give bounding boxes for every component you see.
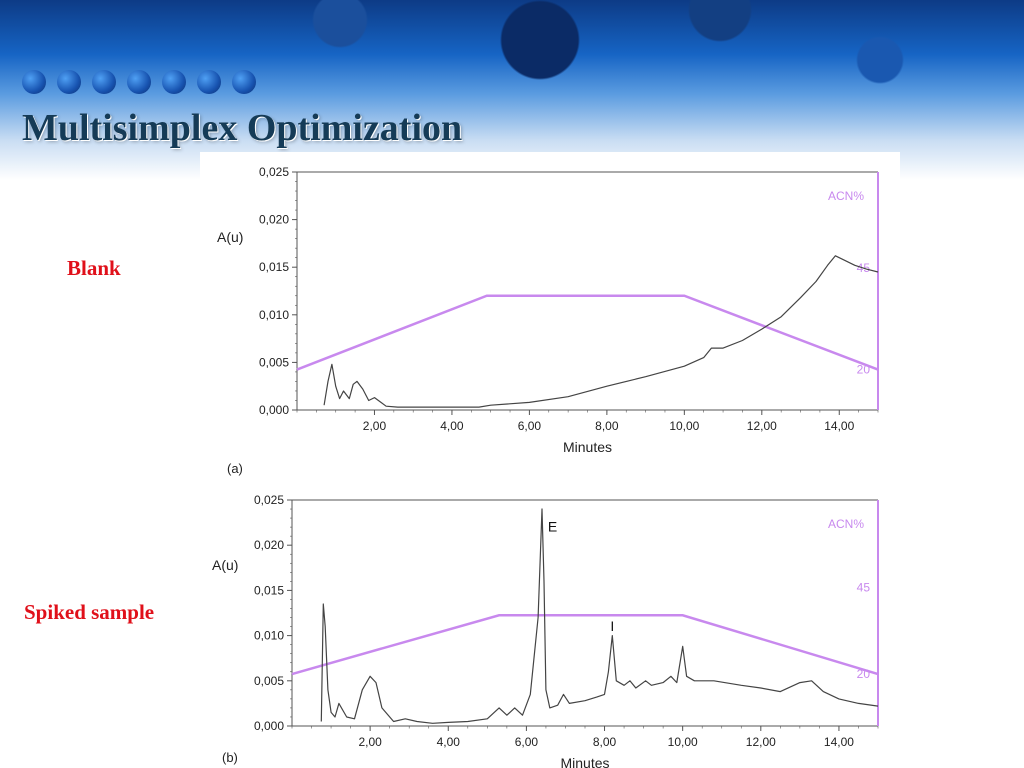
- spiked-sample-label: Spiked sample: [24, 600, 155, 624]
- panel-label: (a): [227, 461, 243, 476]
- x-tick-label: 10,00: [669, 419, 699, 433]
- x-tick-label: 12,00: [747, 419, 777, 433]
- y-tick-label: 0,025: [259, 165, 289, 179]
- y-tick-label: 0,005: [254, 674, 284, 688]
- y-tick-label: 0,025: [254, 493, 284, 507]
- chromatogram-trace: [320, 508, 879, 724]
- y-tick-label: 0,005: [259, 355, 289, 369]
- y-tick-label: 0,020: [259, 213, 289, 227]
- x-tick-label: 8,00: [595, 419, 619, 433]
- y-tick-label: 0,015: [259, 260, 289, 274]
- x-tick-label: 4,00: [437, 735, 461, 749]
- bullet-dot-icon: [232, 70, 256, 94]
- peak-annotation: I: [610, 618, 614, 634]
- x-tick-label: 6,00: [515, 735, 539, 749]
- slide-title: Multisimplex Optimization: [22, 107, 463, 149]
- acn-axis-title: ACN%: [828, 189, 864, 203]
- acn-gradient-line: [296, 294, 879, 371]
- bullet-dot-icon: [197, 70, 221, 94]
- peak-annotation: E: [548, 519, 557, 535]
- decorative-dots: [22, 70, 256, 94]
- acn-level-label: 45: [857, 580, 871, 594]
- bullet-dot-icon: [57, 70, 81, 94]
- y-axis-label: A(u): [212, 557, 238, 573]
- x-tick-label: 14,00: [824, 419, 854, 433]
- x-tick-label: 6,00: [518, 419, 542, 433]
- y-tick-label: 0,020: [254, 538, 284, 552]
- y-axis-label: A(u): [217, 229, 243, 245]
- y-tick-label: 0,000: [259, 403, 289, 417]
- x-tick-label: 2,00: [363, 419, 387, 433]
- x-tick-label: 8,00: [593, 735, 617, 749]
- x-axis-label: Minutes: [560, 755, 609, 768]
- bullet-dot-icon: [92, 70, 116, 94]
- chromatogram-chart-a: 0,000 0,005 0,010 0,015 0,020 0,025 2,00 4,00 6,…: [200, 152, 900, 482]
- x-tick-label: 10,00: [668, 735, 698, 749]
- panel-label: (b): [222, 750, 238, 765]
- blank-label: Blank: [67, 256, 121, 280]
- x-tick-label: 12,00: [746, 735, 776, 749]
- bullet-dot-icon: [162, 70, 186, 94]
- x-axis-label: Minutes: [563, 439, 612, 455]
- chromatogram-trace: [323, 255, 879, 408]
- x-tick-label: 4,00: [440, 419, 464, 433]
- y-tick-label: 0,010: [259, 308, 289, 322]
- y-tick-label: 0,000: [254, 719, 284, 733]
- chromatogram-chart-b: 0,000 0,005 0,010 0,015 0,020 0,025 2,00 4,00 6,…: [200, 490, 900, 768]
- x-tick-label: 2,00: [358, 735, 382, 749]
- bullet-dot-icon: [127, 70, 151, 94]
- acn-axis-title: ACN%: [828, 517, 864, 531]
- acn-gradient-line: [291, 614, 879, 676]
- y-tick-label: 0,015: [254, 583, 284, 597]
- x-tick-label: 14,00: [824, 735, 854, 749]
- y-tick-label: 0,010: [254, 629, 284, 643]
- bullet-dot-icon: [22, 70, 46, 94]
- header-banner: [0, 0, 1024, 180]
